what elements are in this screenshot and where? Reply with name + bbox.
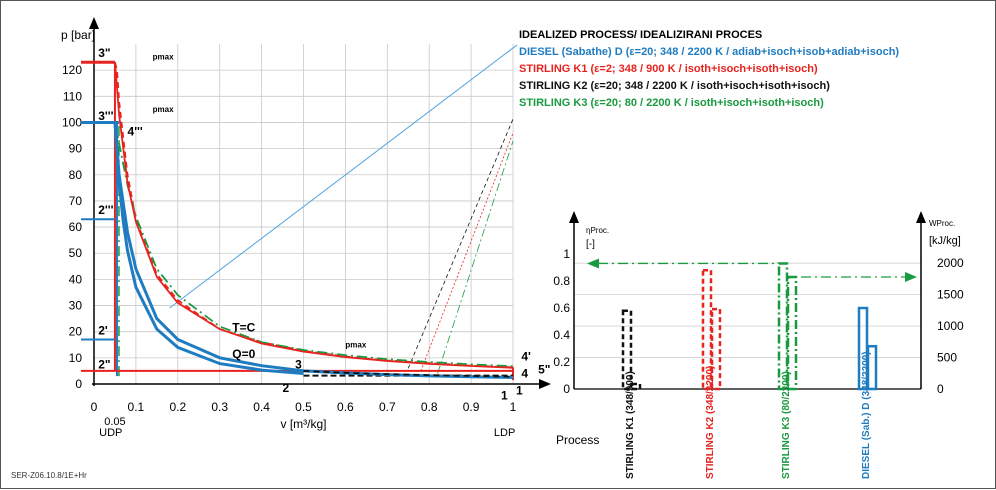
inset-right-tick: 500	[937, 351, 957, 365]
inset-left-axis-unit: [-]	[586, 239, 595, 250]
annotation-label: Q=0	[232, 347, 255, 361]
inset-left-tick: 0.4	[553, 328, 570, 342]
y-tick-label: 60	[69, 220, 83, 234]
inset-right-tick: 2000	[937, 256, 964, 270]
y-tick-label: 110	[63, 89, 82, 103]
annotation-label: 2"	[98, 357, 110, 371]
legend-entry-diesel: DIESEL (Sabathe) D (ε=20; 348 / 2200 K /…	[519, 46, 900, 58]
series-line-1	[114, 62, 514, 369]
inset-right-axis-label: WProc.	[929, 219, 955, 228]
y-tick-label: 40	[69, 272, 83, 286]
y-tick-label: 0	[75, 377, 82, 391]
series-line-5	[113, 122, 304, 375]
footer-code: SER-Z06.10.8/1E+Hr	[11, 471, 87, 480]
inset-left-tick: 0	[563, 382, 570, 396]
category-label: STIRLING K1 (348/900)	[625, 371, 636, 479]
inset-left-tick: 0.2	[553, 355, 570, 369]
legend-entry-stirling-k1: STIRLING K1 (ε=2; 348 / 900 K / isoth+is…	[519, 63, 818, 75]
x-tick-label: 0.9	[463, 400, 480, 414]
y-tick-label: 100	[62, 115, 82, 129]
y-tick-label: 90	[69, 142, 83, 156]
annotation-label: 4'	[521, 349, 531, 363]
diesel-extension-line	[169, 44, 518, 309]
category-label: STIRLING K2 (348/2200)	[705, 366, 716, 479]
inset-left-arrow	[569, 211, 579, 223]
x-tick-label: 0.6	[337, 400, 354, 414]
x-tick-label: 0.5	[295, 400, 312, 414]
annotation-label: 5"	[538, 363, 550, 377]
inset-right-tick: 1000	[937, 319, 964, 333]
annotation-label: 3	[295, 357, 302, 371]
inset-right-tick: 0	[937, 382, 944, 396]
series-line-2	[303, 370, 514, 378]
y-tick-label: 70	[69, 194, 83, 208]
x-tick-label-udp: UDP	[99, 427, 122, 439]
x-axis-arrow	[539, 379, 551, 389]
x-tick-label: 0.8	[421, 400, 438, 414]
x-tick-label: 0.1	[128, 400, 145, 414]
x-axis-label: v [m³/kg]	[280, 417, 326, 431]
annotation-label: pmax	[345, 340, 366, 349]
y-tick-label: 10	[69, 351, 83, 365]
k3-extension-line	[437, 140, 514, 374]
category-label: STIRLING K3 (80/2200)	[781, 371, 792, 479]
x-tick-label: 0.3	[211, 400, 228, 414]
x-tick-label-ldp: LDP	[494, 427, 515, 439]
y-tick-label: 30	[69, 299, 83, 313]
k1-extension-line	[420, 132, 514, 372]
curves-group	[113, 62, 514, 379]
annotation-label: 2'	[98, 323, 108, 337]
bar-work	[866, 344, 878, 391]
inset-left-tick: 0.8	[553, 274, 570, 288]
legend-title: IDEALIZED PROCESS/ IDEALIZIRANI PROCES	[519, 29, 763, 41]
bar-work	[630, 382, 642, 391]
x-tick-label-udp-value: 0.05	[104, 416, 125, 428]
annotation-label: 1	[501, 389, 508, 403]
bar-efficiency	[621, 309, 633, 391]
y-tick-label: 20	[69, 325, 83, 339]
x-tick-label: 0.7	[379, 400, 396, 414]
legend-entry-stirling-k3: STIRLING K3 (ε=20; 80 / 2200 K / isoth+i…	[519, 97, 824, 109]
series-line-3	[114, 122, 514, 368]
inset-right-tick: 1500	[937, 288, 964, 302]
annotation-label: 2'''	[98, 203, 113, 217]
y-axis-label: p [bar]	[61, 28, 95, 42]
inset-right-axis-unit: [kJ/kg]	[929, 235, 961, 247]
series-line-0	[113, 122, 514, 379]
y-tick-label: 50	[69, 246, 83, 260]
bar-work	[786, 275, 798, 391]
inset-left-tick: 0.6	[553, 301, 570, 315]
x-tick-label: 1	[510, 400, 517, 414]
annotation-label: T=C	[232, 321, 255, 335]
annotation-label: pmax	[153, 105, 174, 114]
efficiency-arrow-head	[587, 258, 599, 269]
inset-x-axis-label: Process	[556, 433, 599, 447]
legend: IDEALIZED PROCESS/ IDEALIZIRANI PROCES D…	[519, 27, 995, 112]
series-line-4	[114, 62, 514, 369]
y-axis-arrow	[89, 17, 99, 29]
y-tick-label: 120	[62, 63, 82, 77]
annotation-label: 1	[516, 383, 523, 397]
inset-left-axis-label: ηProc.	[586, 226, 609, 235]
annotation-label: pmax	[153, 53, 174, 62]
k2-extension-line	[407, 118, 514, 369]
category-label: DIESEL (Sab.) D (348/2200)	[861, 351, 872, 479]
inset-left-tick: 1	[563, 247, 570, 261]
x-tick-label: 0.2	[169, 400, 186, 414]
x-tick-label: 0.4	[253, 400, 270, 414]
work-arrow-head	[905, 272, 917, 283]
annotation-label: 3"	[98, 46, 110, 60]
x-tick-label: 0	[91, 400, 98, 414]
annotation-label: 3'''	[98, 109, 113, 123]
annotation-label: 4	[521, 366, 528, 380]
legend-entry-stirling-k2: STIRLING K2 (ε=20; 348 / 2200 K / isoth+…	[519, 80, 830, 92]
bar-work	[710, 307, 722, 391]
annotation-label: 4'''	[128, 125, 143, 139]
y-tick-label: 80	[69, 168, 83, 182]
annotation-label: 2	[283, 381, 290, 395]
inset-right-arrow	[916, 211, 926, 223]
